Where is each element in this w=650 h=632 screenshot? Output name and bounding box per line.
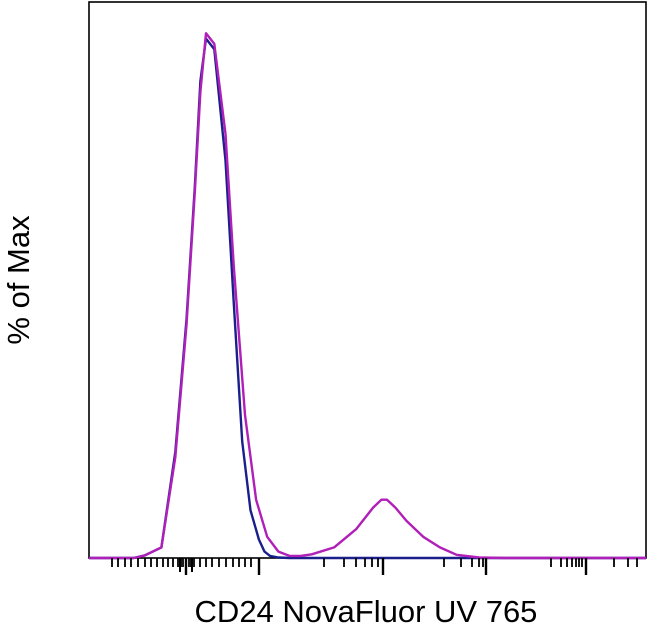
- x-axis-ticks: [111, 558, 638, 575]
- histogram-series-2: [89, 32, 646, 560]
- y-axis-label: % of Max: [1, 215, 36, 345]
- x-axis-label: CD24 NovaFluor UV 765: [195, 594, 538, 629]
- series-layer: [89, 32, 646, 560]
